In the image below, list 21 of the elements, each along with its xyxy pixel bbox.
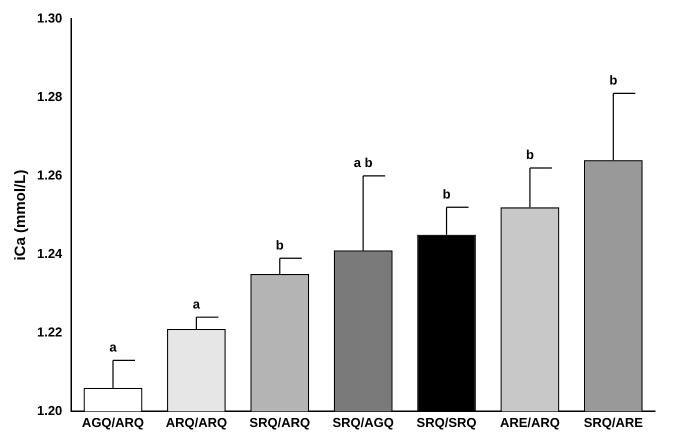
x-tick-label: SRQ/ARE xyxy=(584,414,644,430)
annotation: b xyxy=(526,147,534,162)
annotation: b xyxy=(276,237,284,252)
y-tick-label: 1.28 xyxy=(36,88,62,104)
annotation: a b xyxy=(354,154,373,170)
annotation: a xyxy=(192,296,201,312)
x-tick-label: SRQ/SRQ xyxy=(416,414,477,430)
y-axis-title: iCa (mmol/L) xyxy=(12,170,30,261)
y-tick-label: 1.20 xyxy=(36,402,62,418)
y-tick-label: 1.22 xyxy=(36,324,62,340)
x-tick-label: SRQ/ARQ xyxy=(249,414,310,430)
annotation: b xyxy=(609,72,618,88)
x-tick-label: SRQ/AGQ xyxy=(332,414,394,430)
annotation: b xyxy=(442,186,451,202)
y-tick-label: 1.26 xyxy=(36,167,62,182)
x-tick-label: ARQ/ARQ xyxy=(166,414,228,430)
y-tick-label: 1.24 xyxy=(36,246,64,261)
y-tick-label: 1.30 xyxy=(36,10,62,26)
x-tick-label: AGQ/ARQ xyxy=(82,414,144,430)
annotation: a xyxy=(109,339,118,354)
x-tick-label: ARE/ARQ xyxy=(500,414,560,430)
